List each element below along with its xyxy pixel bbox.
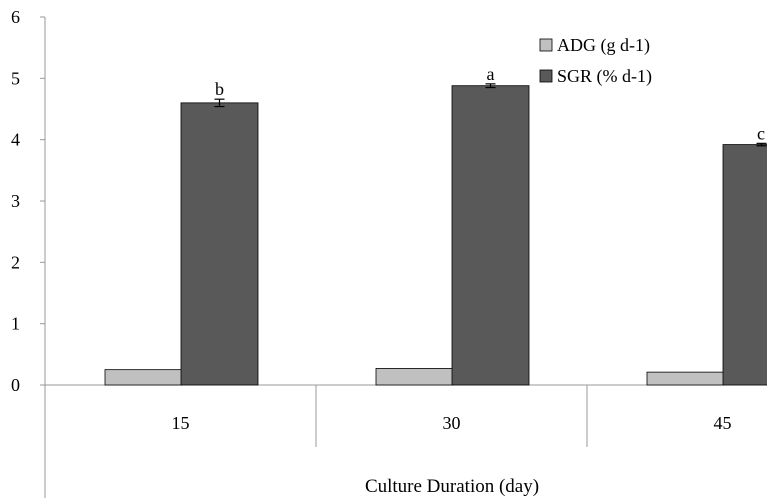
x-axis-ticks: 15 30 45	[172, 385, 732, 447]
y-tick-label: 3	[11, 191, 20, 211]
significance-labels: b a c	[215, 64, 765, 143]
significance-letter: c	[757, 123, 765, 143]
legend-label-adg: ADG (g d-1)	[557, 35, 650, 56]
y-tick-label: 0	[11, 375, 20, 395]
bar-sgr	[180, 102, 259, 386]
bar-adg	[646, 371, 725, 386]
bar-sgr	[451, 85, 530, 386]
bar-series	[104, 83, 767, 386]
y-axis-ticks: 0 1 2 3 4 5 6	[11, 7, 45, 395]
significance-letter: a	[487, 64, 495, 84]
x-tick-label: 15	[172, 413, 190, 433]
legend: ADG (g d-1) SGR (% d-1)	[539, 35, 652, 87]
significance-letter: b	[215, 79, 224, 99]
legend-label-sgr: SGR (% d-1)	[557, 66, 652, 87]
legend-swatch-adg	[539, 38, 553, 52]
bar-adg	[104, 369, 183, 386]
bar-sgr	[722, 144, 767, 386]
y-tick-label: 5	[11, 68, 20, 88]
y-tick-label: 4	[11, 130, 20, 150]
x-axis-title: Culture Duration (day)	[365, 476, 539, 497]
x-tick-label: 30	[443, 413, 461, 433]
y-tick-label: 6	[11, 7, 20, 27]
x-tick-label: 45	[714, 413, 732, 433]
legend-swatch-sgr	[539, 69, 553, 83]
bar-adg	[375, 368, 454, 386]
y-tick-label: 2	[11, 252, 20, 272]
y-tick-label: 1	[11, 314, 20, 334]
